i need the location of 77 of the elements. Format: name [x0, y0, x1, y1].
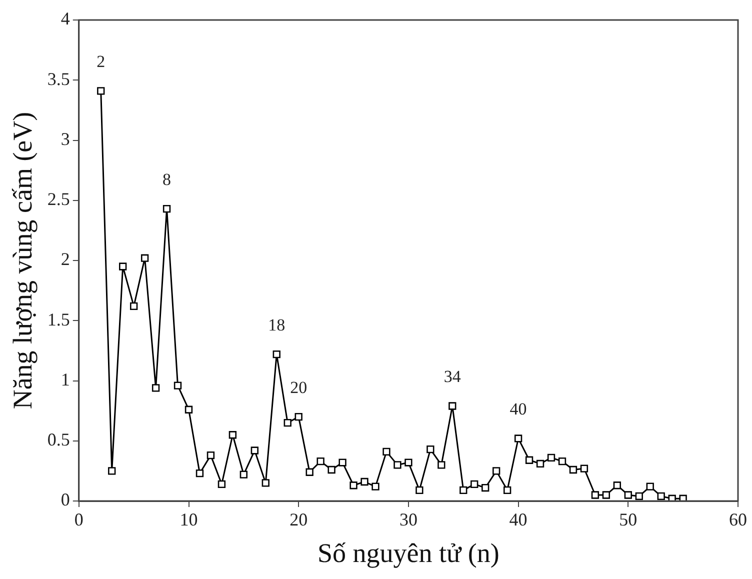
point — [272, 350, 280, 358]
point — [306, 468, 314, 476]
point — [174, 382, 182, 390]
point — [394, 461, 402, 469]
point — [184, 406, 193, 414]
point — [250, 446, 258, 454]
x-tick-label: 60 — [729, 510, 747, 530]
x-tick-label: 40 — [509, 510, 528, 530]
point — [206, 451, 215, 460]
annotation: 34 — [444, 366, 462, 386]
y-tick-label: 1 — [60, 369, 70, 390]
point — [350, 482, 358, 490]
point — [657, 492, 665, 500]
point — [536, 460, 544, 468]
point — [328, 466, 336, 474]
point — [591, 491, 600, 499]
y-axis-title: Năng lượng vùng cấm (eV) — [7, 112, 38, 410]
point — [547, 454, 556, 462]
point — [294, 412, 302, 421]
y-tick-label: 4 — [60, 8, 70, 29]
x-tick-label: 50 — [619, 510, 638, 530]
point — [119, 262, 127, 270]
point — [438, 461, 446, 469]
annotation: 20 — [290, 378, 308, 397]
point — [240, 470, 248, 478]
point — [284, 419, 292, 427]
point — [503, 486, 512, 494]
point — [196, 470, 204, 478]
point — [262, 479, 270, 487]
point — [525, 456, 534, 464]
point — [338, 458, 346, 466]
point — [613, 482, 621, 490]
point — [580, 464, 588, 472]
point — [360, 478, 368, 486]
point — [448, 402, 456, 410]
point — [426, 445, 434, 454]
point — [460, 486, 468, 494]
x-axis-title: Số nguyên tử (n) — [318, 538, 500, 568]
y-tick-label: 1.5 — [47, 309, 70, 330]
point — [679, 494, 687, 501]
point — [162, 204, 171, 213]
point — [602, 491, 610, 499]
point — [569, 466, 578, 474]
point — [646, 482, 654, 490]
y-tick-label: 0 — [60, 490, 70, 510]
y-tick-label: 2.5 — [47, 189, 70, 210]
point — [635, 492, 643, 500]
point — [218, 480, 226, 488]
y-tick-label: 2 — [60, 249, 70, 270]
point — [228, 431, 237, 439]
point — [382, 448, 390, 456]
point — [482, 484, 490, 492]
point — [404, 458, 412, 466]
point — [514, 434, 522, 442]
y-tick-label: 0.5 — [47, 430, 70, 450]
y-tick-label: 3 — [60, 128, 70, 149]
point — [108, 467, 116, 475]
annotation: 8 — [162, 170, 172, 189]
annotation: 40 — [510, 399, 527, 418]
point — [558, 457, 566, 466]
x-tick-label: 10 — [180, 510, 198, 530]
point — [97, 87, 105, 95]
point — [316, 457, 324, 466]
annotation: 2 — [96, 52, 106, 71]
point — [492, 467, 500, 475]
point — [470, 480, 478, 488]
point — [130, 302, 138, 310]
x-tick-label: 20 — [290, 510, 308, 530]
x-tick-label: 30 — [399, 510, 418, 530]
point — [624, 491, 632, 499]
point — [416, 486, 424, 494]
x-tick-label: 0 — [74, 510, 84, 530]
point — [152, 384, 160, 392]
point — [140, 254, 149, 262]
annotation: 18 — [268, 315, 286, 334]
point — [372, 482, 380, 490]
y-tick-label: 3.5 — [47, 68, 70, 89]
